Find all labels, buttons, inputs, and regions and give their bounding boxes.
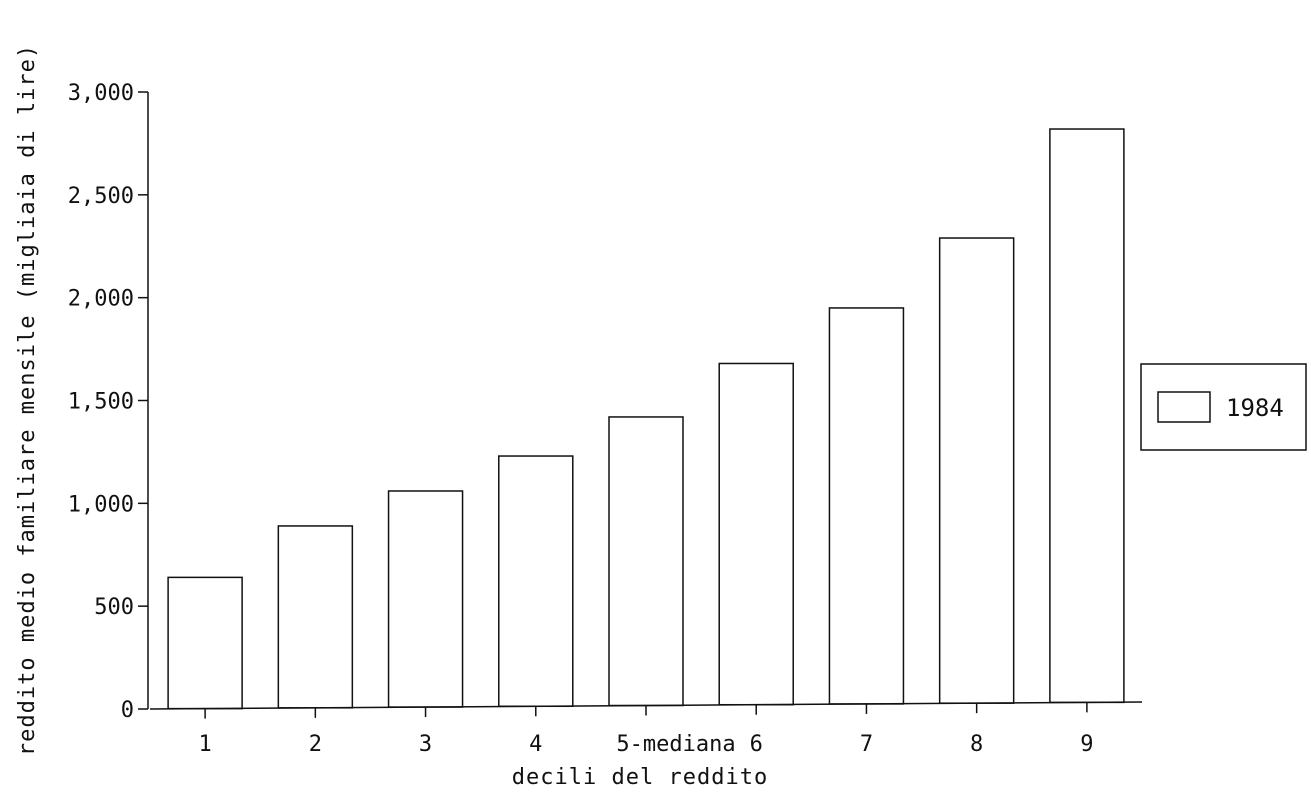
y-tick-label: 0	[121, 698, 134, 723]
bar	[938, 237, 1015, 704]
y-tick-label: 3,000	[68, 81, 134, 106]
x-tick-label: 4	[529, 732, 542, 757]
bar	[608, 416, 684, 707]
x-tick-label: 6	[750, 732, 763, 757]
legend: 1984	[1140, 363, 1307, 451]
x-tick-label: 9	[1080, 732, 1093, 757]
y-tick-label: 2,000	[68, 287, 134, 312]
bar	[387, 490, 464, 708]
bar	[167, 576, 243, 710]
x-tick-label: 3	[419, 732, 432, 757]
bar	[277, 525, 354, 709]
x-tick-label: 5-mediana	[616, 732, 735, 757]
y-tick-label: 1,500	[68, 390, 134, 415]
bars	[167, 128, 1125, 710]
bar	[498, 455, 574, 708]
legend-box	[1140, 363, 1307, 451]
y-tick-label: 500	[94, 595, 134, 620]
y-tick-label: 2,500	[68, 184, 134, 209]
x-axis: 1 2 3 4 5-mediana 6 7 8 9	[149, 701, 1143, 757]
x-axis-label: decili del reddito	[512, 765, 768, 790]
y-tick-label: 1,000	[68, 492, 134, 517]
x-tick-label: 2	[309, 732, 322, 757]
x-tick-label: 7	[860, 732, 873, 757]
y-axis: 0 500 1,000 1,500 2,000 2,500 3,000	[68, 81, 149, 723]
x-tick-label: 8	[970, 732, 983, 757]
x-tick-label: 1	[198, 732, 211, 757]
bar	[718, 362, 794, 706]
legend-swatch	[1157, 391, 1211, 423]
bar	[828, 307, 905, 705]
bar	[1049, 128, 1125, 704]
legend-label: 1984	[1226, 394, 1284, 422]
y-axis-label: reddito medio familiare mensile (migliai…	[15, 44, 40, 756]
